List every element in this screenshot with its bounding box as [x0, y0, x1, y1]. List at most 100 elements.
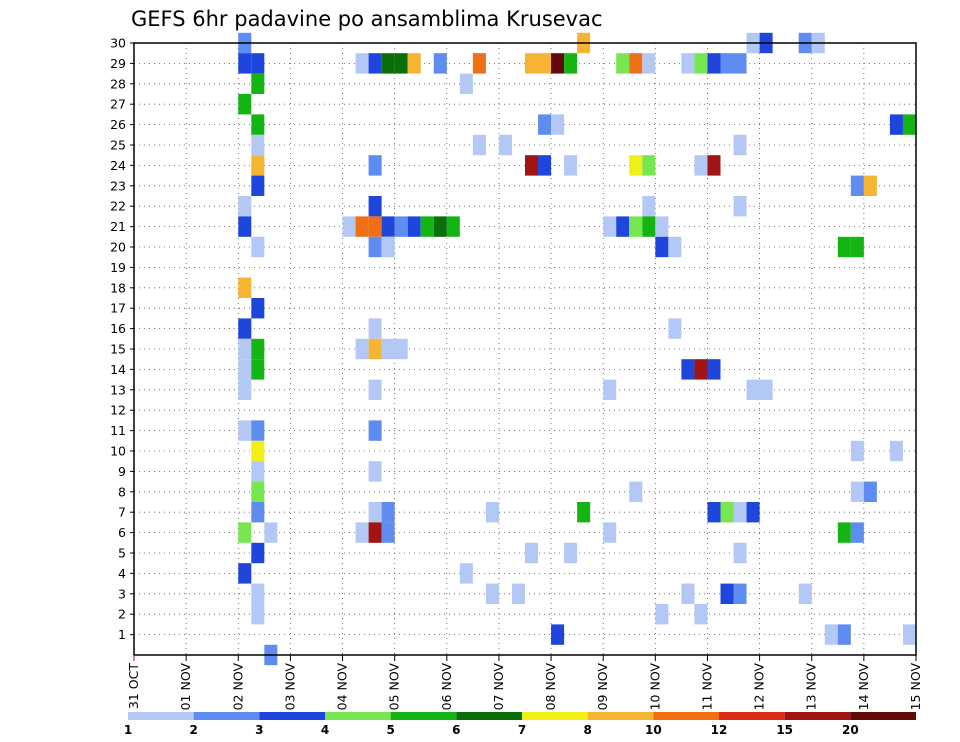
- colorbar-swatch: [587, 712, 654, 720]
- y-tick-label: 16: [110, 321, 126, 336]
- heatmap-cell: [629, 481, 643, 502]
- heatmap-cell: [681, 53, 695, 74]
- colorbar-label: 7: [518, 723, 526, 737]
- heatmap-cell: [498, 134, 512, 156]
- heatmap-cell: [863, 175, 877, 196]
- heatmap-cell: [902, 114, 916, 135]
- heatmap-cell: [251, 481, 265, 502]
- x-tick-label: 04 NOV: [335, 663, 350, 711]
- heatmap-cell: [564, 53, 578, 74]
- heatmap-cell: [629, 155, 643, 176]
- y-tick-label: 1: [118, 627, 126, 642]
- heatmap-cell: [655, 216, 669, 237]
- heatmap-cell: [251, 298, 265, 319]
- y-tick-label: 27: [110, 97, 126, 112]
- heatmap-cell: [603, 522, 617, 543]
- heatmap-cell: [264, 522, 278, 543]
- colorbar-swatch: [128, 712, 194, 720]
- heatmap-cell: [694, 155, 708, 176]
- heatmap-cell: [642, 53, 656, 74]
- heatmap-cell: [655, 236, 669, 258]
- y-tick-label: 3: [118, 586, 126, 601]
- heatmap-cell: [459, 563, 473, 584]
- x-tick-label: 14 NOV: [856, 663, 871, 711]
- heatmap-cell: [525, 155, 539, 176]
- y-tick-label: 7: [118, 505, 126, 520]
- colorbar-swatch: [193, 712, 260, 720]
- heatmap-cell: [407, 53, 421, 74]
- heatmap-cell: [472, 53, 486, 74]
- heatmap-cell: [368, 338, 382, 360]
- heatmap-cell: [368, 522, 382, 543]
- heatmap-cell: [368, 53, 382, 74]
- x-tick-label: 13 NOV: [804, 663, 819, 711]
- heatmap-cell: [368, 155, 382, 176]
- y-tick-label: 2: [118, 607, 126, 622]
- heatmap-cell: [251, 134, 265, 156]
- y-tick-label: 8: [118, 484, 126, 499]
- y-tick-label: 15: [110, 342, 126, 357]
- y-tick-label: 9: [118, 464, 126, 479]
- heatmap-cell: [368, 236, 382, 258]
- colorbar-swatch: [653, 712, 719, 720]
- heatmap-cell: [381, 502, 395, 523]
- colorbar-swatch: [850, 712, 916, 720]
- heatmap-cell: [238, 277, 252, 298]
- y-tick-label: 30: [110, 36, 126, 51]
- heatmap-cell: [238, 53, 252, 74]
- heatmap-cell: [433, 53, 447, 74]
- x-tick-label: 05 NOV: [387, 663, 402, 711]
- heatmap-cell: [733, 53, 747, 74]
- colorbar-label: 20: [842, 723, 859, 737]
- y-tick-label: 21: [110, 219, 126, 234]
- y-tick-label: 13: [110, 382, 126, 397]
- heatmap-cell: [694, 604, 708, 625]
- heatmap-cell: [381, 236, 395, 258]
- heatmap-cell: [668, 236, 682, 258]
- heatmap-cell: [694, 53, 708, 74]
- heatmap-cell: [850, 440, 864, 462]
- y-tick-label: 28: [110, 76, 126, 91]
- colorbar-swatch: [522, 712, 588, 720]
- colorbar-swatch: [325, 712, 391, 720]
- y-tick-label: 19: [110, 260, 126, 275]
- heatmap-cell: [668, 318, 682, 339]
- colorbar-label: 8: [583, 723, 591, 737]
- y-axis-ticks: 1234567891011121314151617181920212223242…: [110, 36, 134, 642]
- heatmap-cell: [733, 196, 747, 217]
- heatmap-cell: [720, 53, 734, 74]
- x-tick-label: 31 OCT: [126, 663, 141, 709]
- heatmap-cell: [342, 216, 356, 237]
- heatmap-cell: [629, 53, 643, 74]
- heatmap-cell: [746, 502, 760, 523]
- heatmap-cell: [238, 522, 252, 543]
- heatmap-cell: [707, 53, 721, 74]
- heatmap-cell: [850, 236, 864, 258]
- heatmap-cell: [642, 196, 656, 217]
- heatmap-cell: [238, 420, 252, 441]
- heatmap-cell: [381, 338, 395, 360]
- y-tick-label: 23: [110, 178, 126, 193]
- heatmap-cell: [759, 379, 773, 400]
- heatmap-cell: [381, 53, 395, 74]
- heatmap-cell: [238, 216, 252, 237]
- heatmap-cell: [355, 53, 369, 74]
- colorbar-label: 2: [189, 723, 197, 737]
- heatmap-cell: [681, 359, 695, 380]
- heatmap-cell: [551, 114, 565, 135]
- heatmap-cell: [368, 216, 382, 237]
- y-tick-label: 24: [110, 158, 126, 173]
- heatmap-cell: [538, 155, 552, 176]
- heatmap-cell: [642, 155, 656, 176]
- y-tick-label: 20: [110, 240, 126, 255]
- heatmap-cell: [251, 155, 265, 176]
- colorbar-label: 1: [124, 723, 132, 737]
- y-tick-label: 26: [110, 117, 126, 132]
- colorbar-swatch: [456, 712, 522, 720]
- heatmap-cell: [472, 134, 486, 156]
- x-tick-label: 08 NOV: [543, 663, 558, 711]
- colorbar-label: 10: [645, 723, 662, 737]
- heatmap-cell: [681, 583, 695, 604]
- heatmap-cell: [564, 542, 578, 564]
- y-tick-label: 14: [110, 362, 126, 377]
